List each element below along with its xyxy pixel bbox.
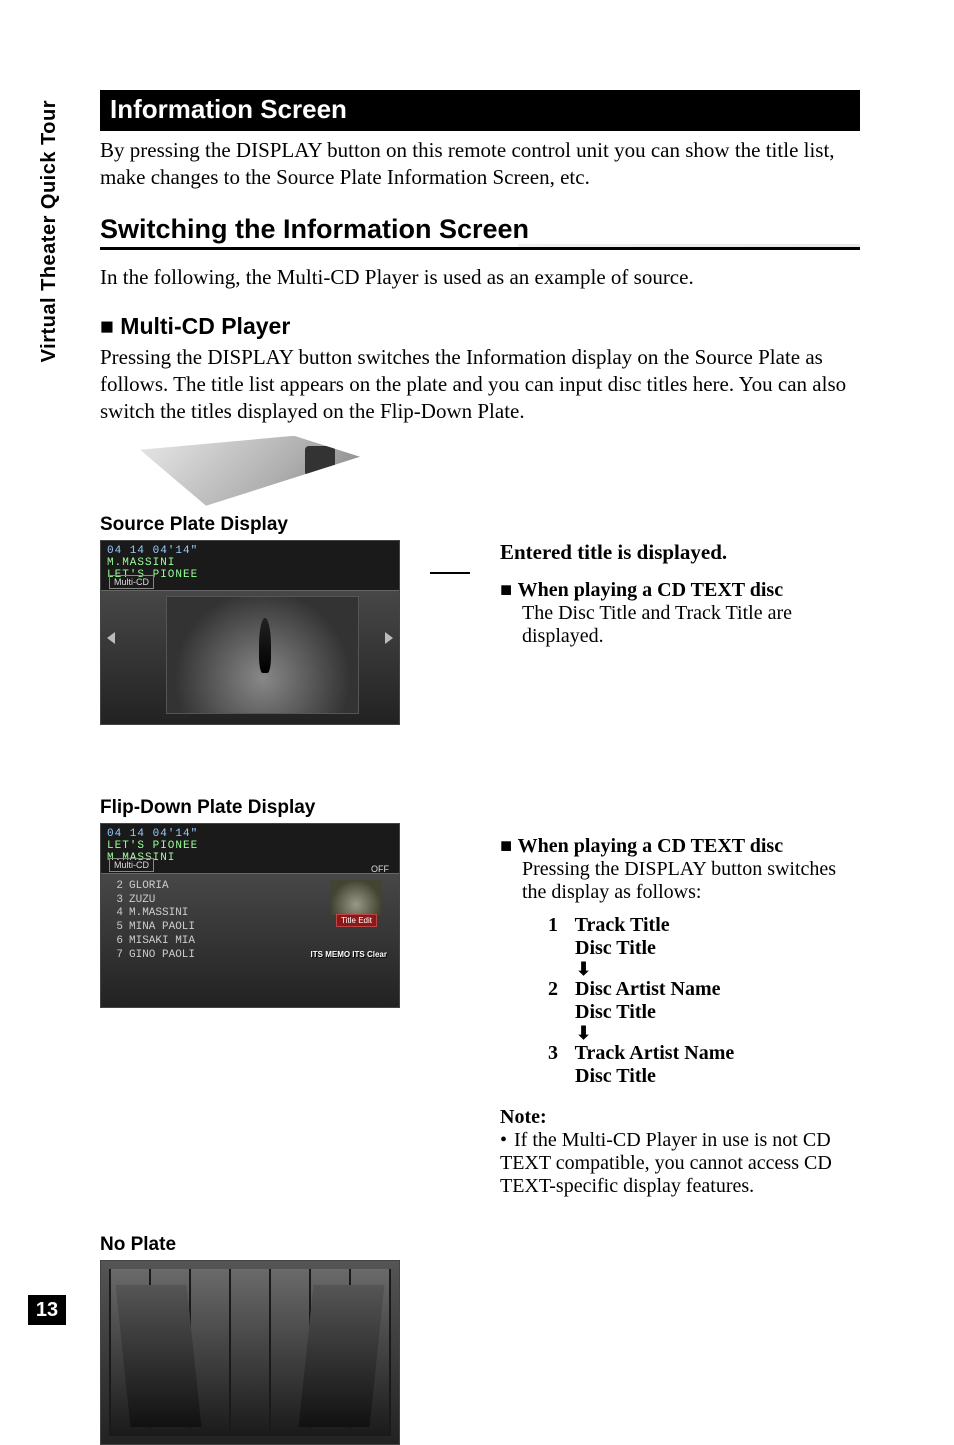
list-item: 3ZUZU <box>111 894 195 908</box>
off-label: OFF <box>371 864 389 874</box>
down-arrow-icon: ⬇ <box>576 1024 860 1042</box>
sidebar-section-label: Virtual Theater Quick Tour <box>38 100 68 362</box>
note-body: •If the Multi-CD Player in use is not CD… <box>500 1129 860 1198</box>
album-art-placeholder <box>166 596 359 714</box>
source-plate-row: 04 14 04'14" M.MASSINI LET'S PIONEE Mult… <box>100 540 860 725</box>
source-plate-label: Source Plate Display <box>100 514 860 536</box>
main-content: Information Screen By pressing the DISPL… <box>100 90 860 1445</box>
no-plate-label: No Plate <box>100 1234 860 1256</box>
its-memo-label: ITS MEMO ITS Clear <box>311 950 387 959</box>
switching-intro: In the following, the Multi-CD Player is… <box>100 264 860 291</box>
cdtext1-body: The Disc Title and Track Title are displ… <box>522 602 860 648</box>
no-plate-screenshot <box>100 1260 400 1445</box>
flip-plate-screenshot: 04 14 04'14" LET'S PIONEE M.MASSINI Mult… <box>100 823 400 1008</box>
list-item: 2GLORIA <box>111 880 195 894</box>
cdtext1-heading: When playing a CD TEXT disc <box>518 579 783 601</box>
track-list: 2GLORIA 3ZUZU 4M.MASSINI 5MINA PAOLI 6MI… <box>111 880 195 963</box>
multi-cd-badge: Multi-CD <box>109 858 154 872</box>
down-arrow-icon: ⬇ <box>576 960 860 978</box>
list-item: Disc Title <box>548 1001 860 1024</box>
callout-connector <box>430 572 470 574</box>
display-sequence-list: 1 Track Title Disc Title ⬇ 2 Disc Artist… <box>548 914 860 1088</box>
square-bullet-icon: ■ <box>500 835 518 857</box>
list-item: 7GINO PAOLI <box>111 949 195 963</box>
flip-plate-label: Flip-Down Plate Display <box>100 797 860 819</box>
remote-illustration <box>140 436 360 506</box>
virtual-room-illustration <box>109 1269 391 1436</box>
flip-plate-callout: ■ When playing a CD TEXT disc Pressing t… <box>500 823 860 1198</box>
source-plate-callout: Entered title is displayed. ■ When playi… <box>500 540 860 658</box>
section-title-bar: Information Screen <box>100 90 860 131</box>
list-item: 4M.MASSINI <box>111 907 195 921</box>
list-item: 2 Disc Artist Name <box>548 978 860 1001</box>
list-item: Disc Title <box>548 1065 860 1088</box>
switching-heading: Switching the Information Screen <box>100 214 860 250</box>
multicd-paragraph: Pressing the DISPLAY button switches the… <box>100 344 860 426</box>
note-text: If the Multi-CD Player in use is not CD … <box>500 1129 832 1197</box>
flip-track-line1: LET'S PIONEE <box>107 840 393 852</box>
cdtext2-body: Pressing the DISPLAY button switches the… <box>522 858 860 904</box>
flip-time-line: 04 14 04'14" <box>107 828 393 840</box>
multi-cd-badge: Multi-CD <box>109 575 154 589</box>
prev-arrow-icon <box>107 632 115 644</box>
title-edit-button: Title Edit <box>336 914 377 927</box>
list-item: 6MISAKI MIA <box>111 935 195 949</box>
page-number: 13 <box>28 1295 66 1325</box>
source-time-line: 04 14 04'14" <box>107 545 393 557</box>
intro-paragraph: By pressing the DISPLAY button on this r… <box>100 137 860 192</box>
list-item: 1 Track Title <box>548 914 860 937</box>
list-item: 3 Track Artist Name <box>548 1042 860 1065</box>
multicd-heading-text: Multi-CD Player <box>120 313 290 339</box>
album-art-thumb <box>331 880 381 915</box>
multicd-heading: ■ Multi-CD Player <box>100 313 860 340</box>
cdtext2-heading: When playing a CD TEXT disc <box>518 835 783 857</box>
list-item: 5MINA PAOLI <box>111 921 195 935</box>
source-track-line1: M.MASSINI <box>107 557 393 569</box>
entered-title-callout: Entered title is displayed. <box>500 540 860 565</box>
square-bullet-icon: ■ <box>100 313 120 339</box>
note-label: Note: <box>500 1106 860 1129</box>
square-bullet-icon: ■ <box>500 579 518 601</box>
flip-plate-row: 04 14 04'14" LET'S PIONEE M.MASSINI Mult… <box>100 823 860 1198</box>
next-arrow-icon <box>385 632 393 644</box>
source-plate-screenshot: 04 14 04'14" M.MASSINI LET'S PIONEE Mult… <box>100 540 400 725</box>
list-item: Disc Title <box>548 937 860 960</box>
page-root: Virtual Theater Quick Tour 13 Informatio… <box>0 0 954 1355</box>
